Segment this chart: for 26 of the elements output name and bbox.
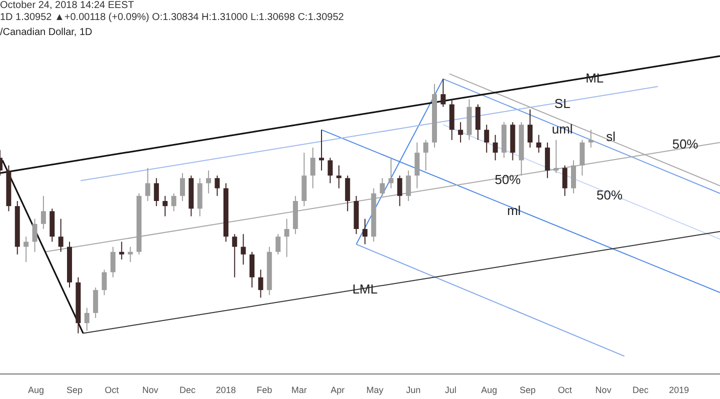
chart-subtitle: 1D 1.30952 ▲+0.00118 (+0.09%) O:1.30834 H:1.31000 L:1.30698 C:1.30952 xyxy=(0,12,344,24)
x-tick-label: Aug xyxy=(28,385,44,396)
text: October 24, 2018 14:24 EEST xyxy=(0,0,135,12)
x-tick-label: Oct xyxy=(104,385,120,396)
x-tick-label: 2018 xyxy=(216,385,236,396)
x-tick-label: Oct xyxy=(558,385,572,396)
x-tick-label: Feb xyxy=(256,385,272,396)
x-tick-label: 2019 xyxy=(669,385,690,396)
x-tick-label: Jul xyxy=(444,385,456,396)
annotation: 50% xyxy=(596,188,623,203)
x-tick-label: Aug xyxy=(481,385,498,396)
x-tick-label: Mar xyxy=(291,385,307,396)
x-tick-label: Nov xyxy=(595,385,612,396)
x-tick-label: Dec xyxy=(632,385,650,396)
annotation: sl xyxy=(606,128,616,144)
chart-title: /Canadian Dollar, 1D xyxy=(0,27,94,39)
x-tick-label: Dec xyxy=(179,385,196,396)
x-tick-label: Sep xyxy=(66,385,82,396)
x-tick-label: Jun xyxy=(406,385,421,396)
annotation: SL xyxy=(554,96,570,111)
annotation: 50% xyxy=(494,172,522,188)
x-tick-label: Sep xyxy=(520,385,536,396)
annotation: 50% xyxy=(672,136,699,152)
x-tick-label: May xyxy=(366,385,384,396)
x-tick-label: Apr xyxy=(330,385,345,396)
x-tick-label: Nov xyxy=(142,385,159,396)
